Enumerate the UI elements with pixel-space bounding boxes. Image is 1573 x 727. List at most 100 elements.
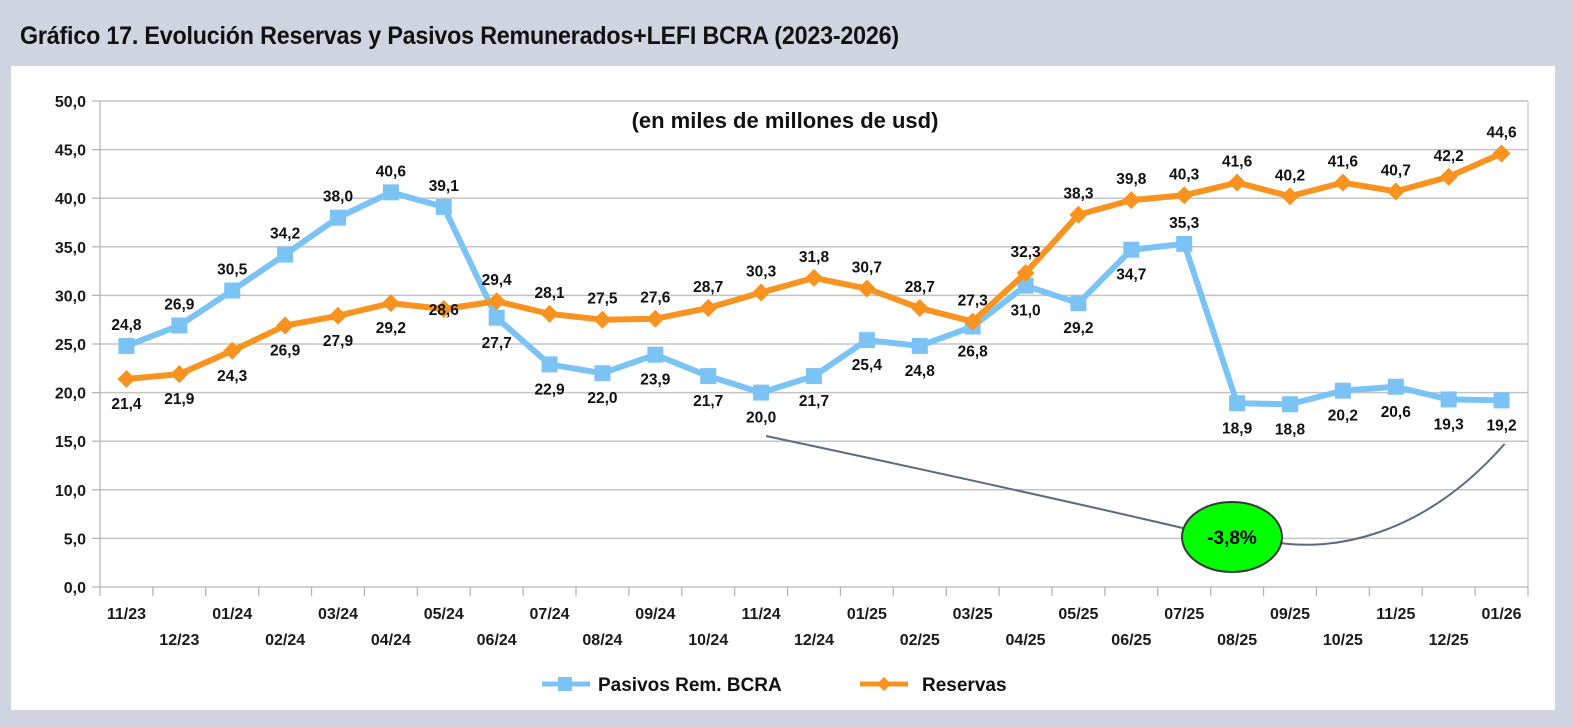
- series-lines: [117, 144, 1511, 413]
- marker-diamond: [1281, 187, 1299, 206]
- data-label: 24,3: [217, 368, 248, 385]
- marker-diamond: [1439, 167, 1458, 186]
- marker-square: [647, 346, 664, 363]
- marker-square: [224, 282, 241, 299]
- data-label: 26,9: [270, 343, 301, 360]
- data-label: 39,1: [429, 178, 460, 195]
- data-label: 27,7: [482, 335, 512, 352]
- data-label: 39,8: [1116, 171, 1147, 188]
- data-label: 21,9: [164, 391, 195, 408]
- data-label: 21,7: [693, 393, 723, 410]
- x-tick-label: 01/26: [1482, 606, 1522, 623]
- marker-square: [1282, 396, 1298, 413]
- data-label: 40,7: [1381, 162, 1411, 179]
- marker-square: [382, 184, 399, 201]
- callout-line-left: [765, 435, 1188, 530]
- x-tick-label: 03/25: [953, 606, 993, 623]
- marker-square: [118, 337, 135, 354]
- x-tick-label: 02/25: [900, 632, 940, 649]
- data-label: 27,5: [587, 291, 618, 308]
- marker-square: [858, 332, 875, 349]
- x-tick-label: 07/24: [530, 606, 570, 623]
- y-tick-label: 30,0: [55, 288, 86, 305]
- x-tick-label: 11/25: [1376, 606, 1415, 623]
- data-label: 32,3: [1010, 244, 1041, 261]
- x-tick-label: 05/24: [424, 606, 464, 623]
- data-label: 40,2: [1275, 167, 1305, 184]
- marker-diamond: [329, 306, 347, 325]
- data-label: 44,6: [1486, 124, 1517, 141]
- gridlines: [100, 100, 1528, 588]
- data-label: 18,9: [1222, 420, 1253, 437]
- x-tick-labels: 11/23 12/23 01/24 02/24 03/24 04/24 05/24 06/24…: [107, 606, 1522, 649]
- data-label: 41,6: [1328, 154, 1359, 171]
- data-label: 18,8: [1275, 421, 1306, 438]
- x-tick-label: 06/25: [1111, 632, 1151, 649]
- x-tick-label: 04/25: [1006, 632, 1046, 649]
- data-label: 22,9: [534, 381, 565, 398]
- data-label: 29,4: [482, 272, 513, 289]
- data-label: 40,3: [1169, 166, 1200, 183]
- marker-square: [1176, 235, 1193, 252]
- data-label: 31,0: [1010, 303, 1040, 320]
- data-label: 34,2: [270, 226, 300, 243]
- marker-diamond: [223, 341, 242, 360]
- data-label: 29,2: [1063, 320, 1093, 337]
- marker-diamond: [170, 365, 189, 384]
- legend-marker-diamond: [877, 677, 891, 691]
- axes: [92, 100, 1529, 596]
- data-label: 29,2: [376, 320, 406, 337]
- marker-square: [330, 209, 346, 226]
- x-tick-label: 10/25: [1323, 632, 1363, 649]
- data-label: 38,0: [323, 189, 353, 206]
- y-tick-label: 20,0: [55, 386, 86, 403]
- data-label: 24,8: [111, 317, 142, 334]
- marker-square: [1440, 391, 1457, 408]
- x-tick-label: 08/25: [1217, 632, 1257, 649]
- y-tick-label: 5,0: [64, 531, 86, 548]
- marker-square: [806, 368, 822, 385]
- marker-diamond: [1175, 186, 1194, 205]
- x-tick-label: 12/24: [794, 632, 834, 649]
- x-tick-label: 09/25: [1270, 606, 1310, 623]
- x-tick-label: 08/24: [582, 632, 622, 649]
- marker-diamond: [540, 304, 559, 323]
- marker-diamond: [857, 279, 876, 298]
- x-tick-label: 03/24: [318, 606, 358, 623]
- series-pasivos: [118, 184, 1510, 413]
- chart-subtitle: (en miles de millones de usd): [632, 108, 939, 133]
- x-tick-label: 02/24: [265, 632, 305, 649]
- y-tick-label: 10,0: [55, 483, 86, 500]
- y-tick-label: 35,0: [55, 240, 86, 257]
- marker-diamond: [117, 369, 136, 388]
- marker-square: [594, 365, 611, 382]
- data-label: 42,2: [1434, 148, 1464, 165]
- marker-diamond: [910, 299, 929, 318]
- data-label: 28,7: [905, 279, 935, 296]
- callout-line-right: [1279, 443, 1506, 546]
- data-label: 19,3: [1434, 416, 1465, 433]
- annotation-callout: -3,8%: [765, 435, 1506, 573]
- data-label: 30,7: [852, 260, 882, 277]
- marker-diamond: [1333, 173, 1352, 192]
- data-label: 20,0: [746, 410, 776, 427]
- data-label: 23,9: [640, 372, 671, 389]
- y-tick-label: 40,0: [55, 191, 86, 208]
- marker-diamond: [381, 294, 400, 313]
- marker-square: [541, 356, 558, 373]
- data-label: 20,2: [1328, 408, 1358, 425]
- marker-square: [277, 246, 294, 263]
- marker-diamond: [752, 283, 771, 302]
- marker-square: [1229, 395, 1246, 412]
- data-label: 19,2: [1486, 417, 1516, 434]
- y-tick-labels: 0,0 5,0 10,0 15,0 20,0 25,0 30,0 35,0 40,0 45,0 50…: [55, 94, 86, 597]
- x-tick-label: 09/24: [635, 606, 675, 623]
- marker-diamond: [276, 316, 295, 335]
- marker-diamond: [1228, 173, 1247, 192]
- x-tick-label: 12/23: [159, 632, 199, 649]
- data-label: 21,4: [111, 396, 142, 413]
- marker-diamond: [646, 309, 665, 328]
- marker-square: [1070, 295, 1087, 312]
- data-label: 31,8: [799, 249, 830, 266]
